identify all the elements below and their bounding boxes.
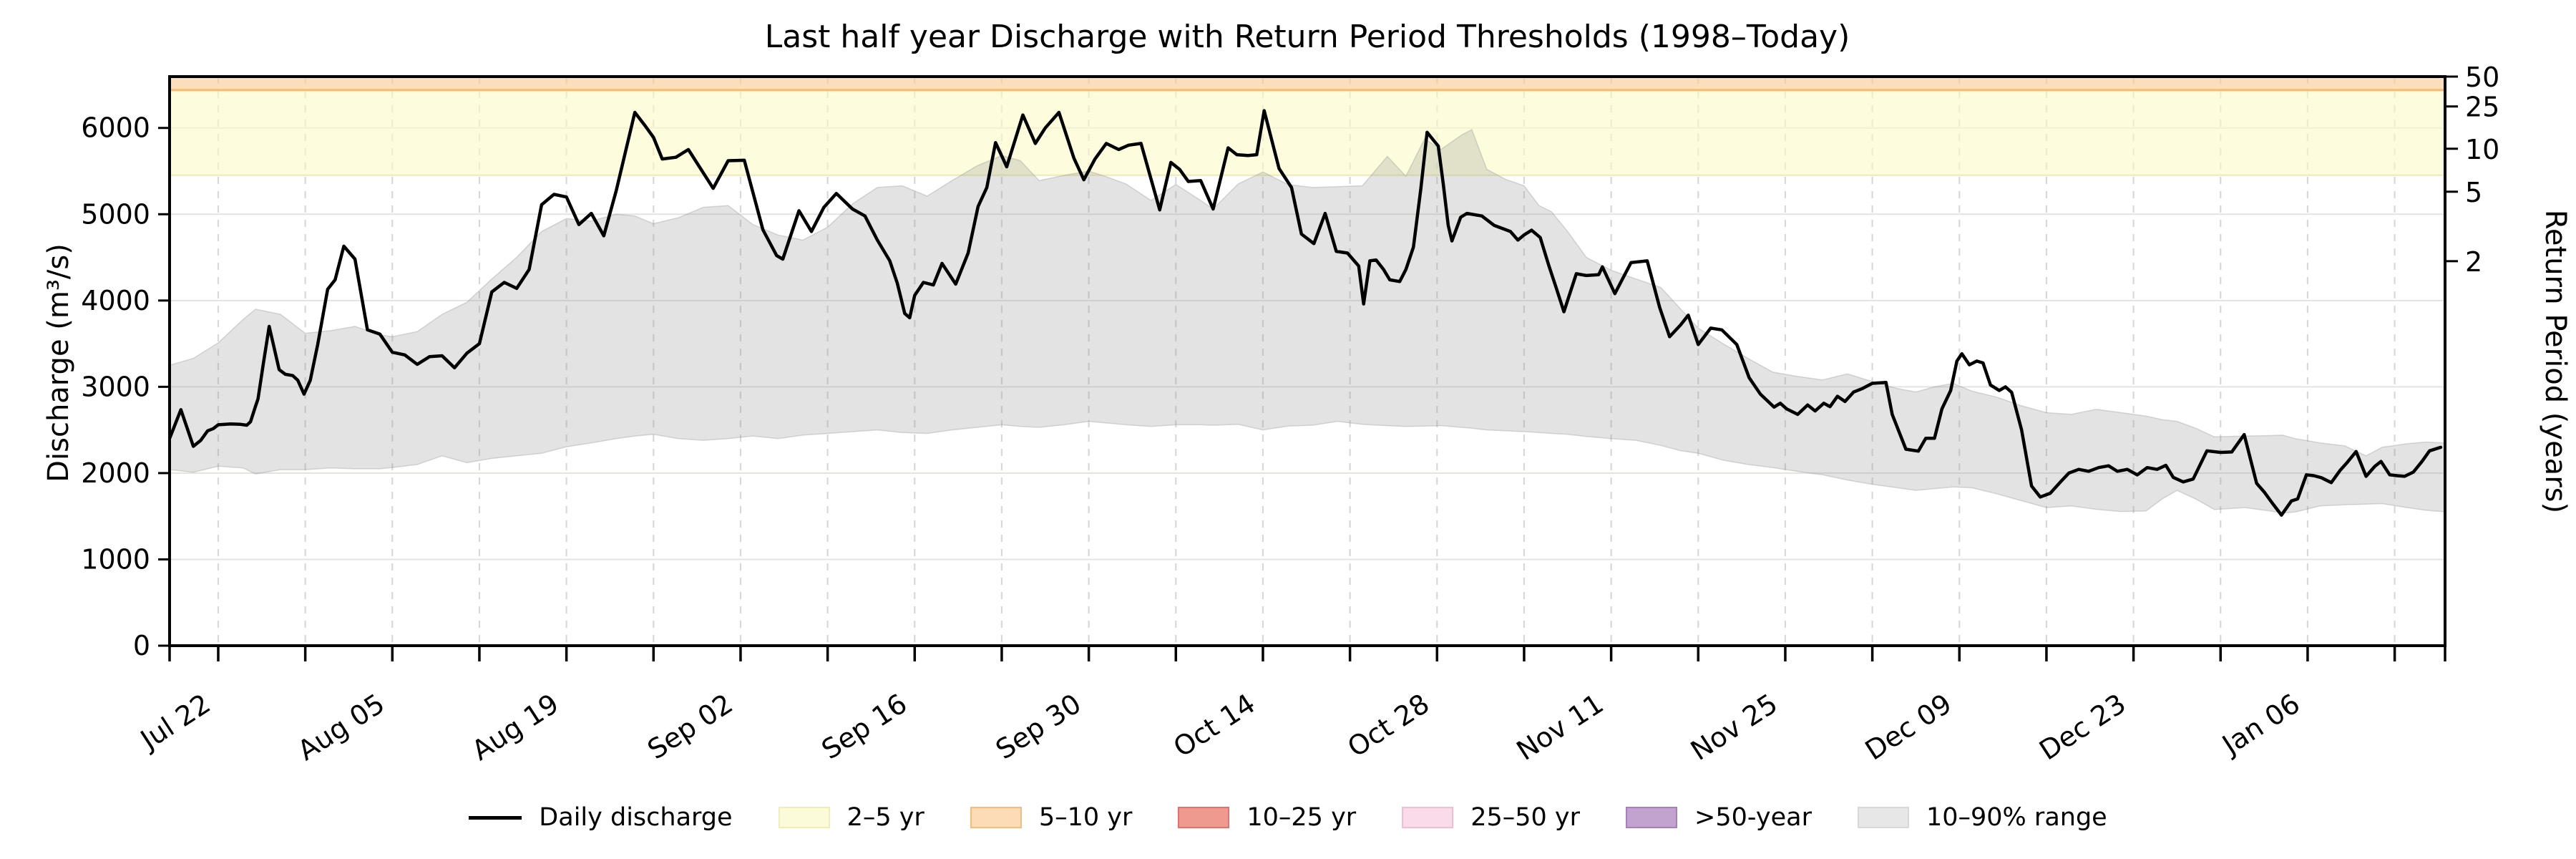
legend-item: 10–90% range	[1857, 803, 2107, 832]
threshold-bands	[170, 77, 2445, 177]
legend-item: Daily discharge	[469, 803, 733, 832]
right-tick-label: 2	[2465, 246, 2482, 278]
legend-patch-swatch	[970, 807, 1022, 828]
vertical-gridlines	[217, 77, 2396, 646]
legend-item-label: >50-year	[1694, 803, 1812, 832]
legend-line-swatch	[469, 815, 522, 820]
legend-patch-swatch	[1857, 807, 1909, 828]
x-tick-label: Nov 11	[1511, 688, 1609, 767]
legend-item-label: 5–10 yr	[1038, 803, 1133, 832]
x-tick-label: Dec 09	[1860, 688, 1957, 767]
y-axis-label: Discharge (m³/s)	[42, 243, 75, 482]
y-tick-label: 0	[133, 630, 150, 661]
y-tick-label: 4000	[81, 285, 150, 316]
axes-spines	[168, 75, 2446, 647]
right-axis-label: Return Period (years)	[2539, 210, 2572, 513]
range-10-90-band	[169, 129, 2445, 514]
x-tick-label: Dec 23	[2034, 688, 2131, 767]
x-tick-label: Sep 16	[816, 688, 912, 766]
legend-patch-swatch	[1626, 807, 1677, 828]
x-tick-label: Sep 30	[990, 688, 1087, 766]
legend-item-label: 2–5 yr	[847, 803, 924, 832]
legend-patch-swatch	[778, 807, 830, 828]
tick-marks	[158, 75, 2458, 661]
y-tick-label: 6000	[81, 112, 150, 144]
x-tick-label: Aug 05	[292, 688, 390, 767]
band-2-5yr	[170, 89, 2445, 175]
y-tick-label: 2000	[81, 457, 150, 489]
right-tick-label: 5	[2465, 177, 2482, 208]
x-tick-label: Oct 28	[1342, 688, 1435, 764]
x-tick-label: Sep 02	[642, 688, 738, 766]
plot-border	[168, 75, 2446, 647]
legend-item: 2–5 yr	[778, 803, 924, 832]
y-tick-label: 1000	[81, 543, 150, 575]
legend-item: >50-year	[1626, 803, 1812, 832]
y-tick-label: 3000	[81, 371, 150, 402]
legend-item-label: 25–50 yr	[1470, 803, 1580, 832]
x-tick-label: Jul 22	[134, 688, 216, 757]
legend-item: 5–10 yr	[970, 803, 1133, 832]
legend-item: 10–25 yr	[1178, 803, 1356, 832]
x-tick-label: Nov 25	[1685, 688, 1783, 767]
x-tick-label: Aug 19	[467, 688, 565, 767]
legend-item-label: 10–25 yr	[1246, 803, 1357, 832]
x-tick-label: Jan 06	[2215, 688, 2305, 762]
band-5-10yr	[170, 77, 2445, 90]
y-tick-label: 5000	[81, 198, 150, 230]
page-title: Last half year Discharge with Return Per…	[765, 19, 1850, 55]
legend-patch-swatch	[1178, 807, 1230, 828]
percentile-range-band	[169, 129, 2445, 514]
legend-item-label: Daily discharge	[539, 803, 733, 832]
daily-discharge-polyline	[167, 109, 2443, 517]
right-tick-label: 10	[2465, 134, 2499, 165]
legend-patch-swatch	[1402, 807, 1454, 828]
x-tick-label: Oct 14	[1168, 688, 1261, 764]
legend-item: 25–50 yr	[1402, 803, 1580, 832]
legend-item-label: 10–90% range	[1926, 803, 2107, 832]
right-tick-label: 25	[2465, 92, 2499, 123]
right-tick-label: 50	[2465, 62, 2499, 93]
daily-discharge-line	[167, 109, 2443, 517]
legend: Daily discharge 2–5 yr 5–10 yr 10–25 yr 25–5…	[0, 803, 2576, 832]
